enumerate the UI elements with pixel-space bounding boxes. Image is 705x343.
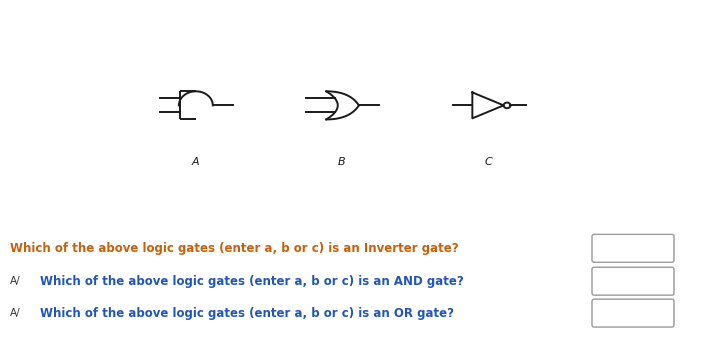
Text: B: B xyxy=(338,156,345,167)
FancyBboxPatch shape xyxy=(592,267,674,295)
FancyBboxPatch shape xyxy=(592,234,674,262)
Text: C: C xyxy=(484,156,492,167)
Text: A/: A/ xyxy=(10,308,20,318)
Text: A: A xyxy=(192,156,200,167)
Text: Which of the above logic gates (enter a, b or c) is an OR gate?: Which of the above logic gates (enter a,… xyxy=(40,307,454,320)
Text: A/: A/ xyxy=(10,276,20,286)
Text: Which of the above logic gates (enter a, b or c) is an Inverter gate?: Which of the above logic gates (enter a,… xyxy=(10,242,459,255)
Text: Which of the above logic gates (enter a, b or c) is an AND gate?: Which of the above logic gates (enter a,… xyxy=(40,275,464,288)
FancyBboxPatch shape xyxy=(592,299,674,327)
